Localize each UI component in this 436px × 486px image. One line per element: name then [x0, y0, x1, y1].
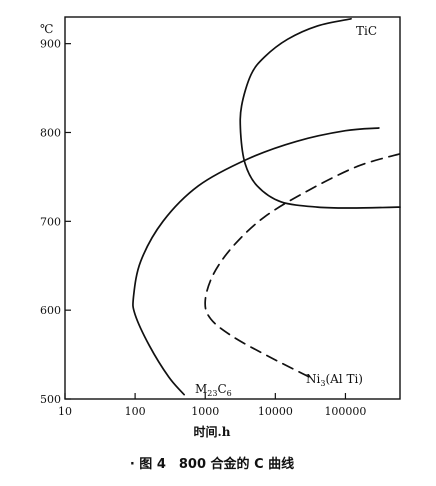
ni3alti-label-rest: (Al Ti) [325, 372, 363, 386]
ni3alti-curve [204, 152, 401, 378]
series-label-tic: TiC [356, 24, 377, 38]
ni3alti-label-sub: 3 [320, 379, 325, 388]
y-tick-label: 900 [40, 38, 61, 51]
y-tick-label: 500 [40, 393, 61, 406]
x-tick-label: 1000 [191, 405, 219, 418]
x-axis-label: 时间.h [194, 424, 231, 439]
x-tick-label: 100000 [324, 405, 366, 418]
series-label-ni3alti: Ni3(Al Ti) [306, 372, 363, 388]
x-axis-ticks: 10 100 1000 10000 100000 [58, 393, 366, 418]
series-label-m23c6: M23C6 [195, 382, 232, 398]
tic-curve [239, 17, 401, 209]
plot-frame [64, 16, 401, 400]
curve-group [132, 17, 401, 396]
y-tick-label: 800 [40, 126, 61, 139]
x-tick-label: 100 [125, 405, 146, 418]
m23c6-curve [132, 127, 380, 396]
ni3alti-label-main: Ni [306, 372, 321, 386]
m23c6-label-mid: C [217, 382, 226, 396]
m23c6-label-main: M [195, 382, 207, 396]
m23c6-label-sub2: 6 [227, 389, 232, 398]
y-tick-label: 700 [40, 215, 61, 228]
y-unit-label: ℃ [40, 22, 53, 36]
figure-caption: · 图 4 800 合金的 C 曲线 [130, 456, 294, 472]
m23c6-label-sub1: 23 [207, 389, 217, 398]
x-tick-label: 10 [58, 405, 72, 418]
y-tick-label: 600 [40, 304, 61, 317]
x-tick-label: 10000 [258, 405, 293, 418]
y-axis-ticks: 500 600 700 800 900 [40, 38, 71, 406]
